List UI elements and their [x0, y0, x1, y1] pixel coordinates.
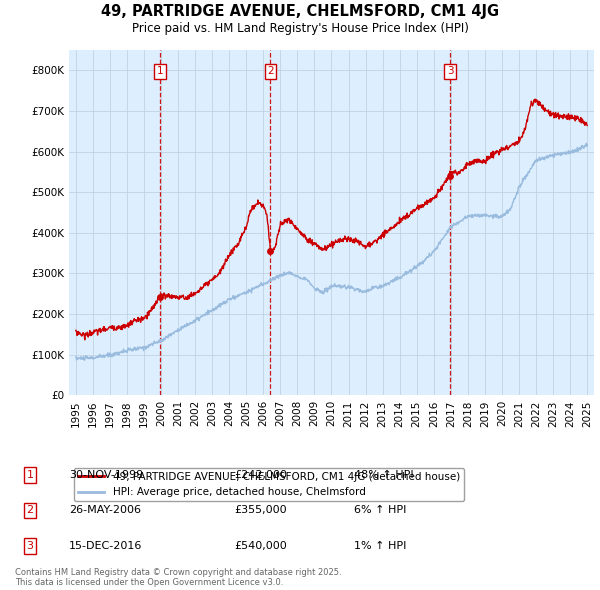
- Text: £242,000: £242,000: [234, 470, 287, 480]
- Text: 1% ↑ HPI: 1% ↑ HPI: [354, 541, 406, 550]
- Text: 3: 3: [447, 67, 454, 76]
- Text: 15-DEC-2016: 15-DEC-2016: [69, 541, 142, 550]
- Text: £355,000: £355,000: [234, 506, 287, 515]
- Text: Price paid vs. HM Land Registry's House Price Index (HPI): Price paid vs. HM Land Registry's House …: [131, 22, 469, 35]
- Text: 6% ↑ HPI: 6% ↑ HPI: [354, 506, 406, 515]
- Text: 49, PARTRIDGE AVENUE, CHELMSFORD, CM1 4JG: 49, PARTRIDGE AVENUE, CHELMSFORD, CM1 4J…: [101, 4, 499, 19]
- Text: 1: 1: [26, 470, 34, 480]
- Text: 2: 2: [267, 67, 274, 76]
- Text: £540,000: £540,000: [234, 541, 287, 550]
- Text: 26-MAY-2006: 26-MAY-2006: [69, 506, 141, 515]
- Text: 48% ↑ HPI: 48% ↑ HPI: [354, 470, 413, 480]
- Text: 2: 2: [26, 506, 34, 515]
- Text: Contains HM Land Registry data © Crown copyright and database right 2025.
This d: Contains HM Land Registry data © Crown c…: [15, 568, 341, 587]
- Text: 30-NOV-1999: 30-NOV-1999: [69, 470, 143, 480]
- Text: 3: 3: [26, 541, 34, 550]
- Legend: 49, PARTRIDGE AVENUE, CHELMSFORD, CM1 4JG (detached house), HPI: Average price, : 49, PARTRIDGE AVENUE, CHELMSFORD, CM1 4J…: [74, 468, 464, 502]
- Text: 1: 1: [157, 67, 163, 76]
